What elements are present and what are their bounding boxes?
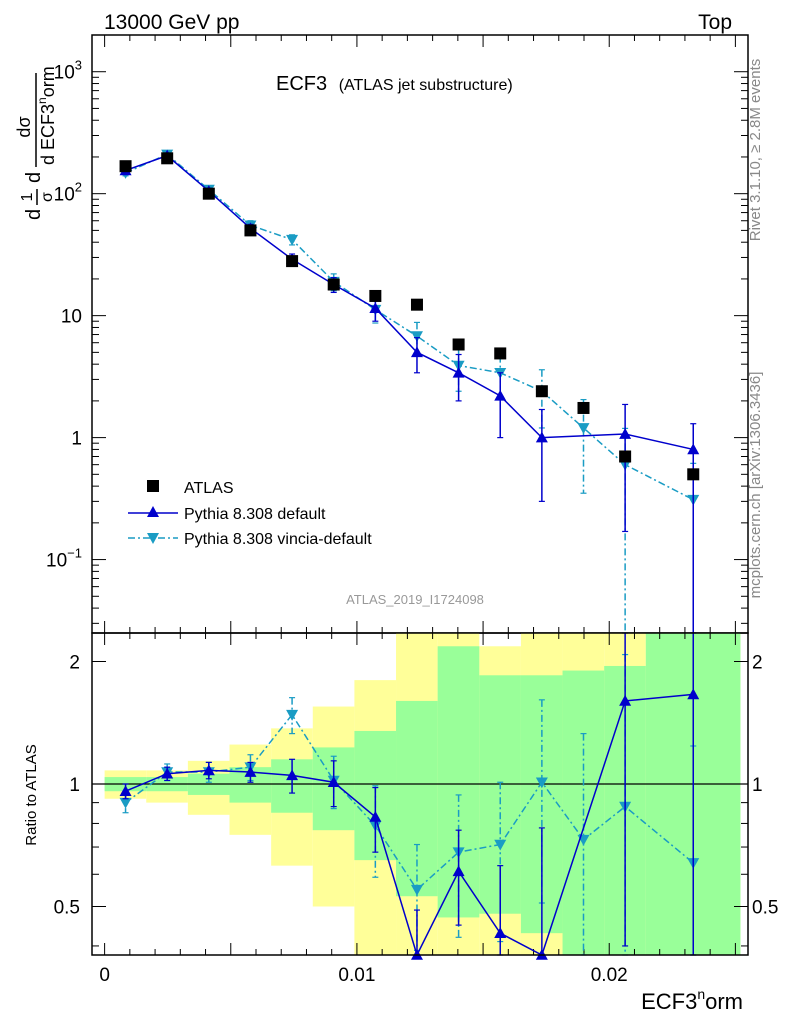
ratio-frame: [91, 632, 749, 956]
ylabel-d-prefix-2: d: [23, 172, 45, 183]
ratio-y-tick-label: 2: [69, 653, 80, 674]
vincia-main-marker: [286, 234, 299, 246]
ratio-y-tick-label: 1: [69, 775, 80, 796]
default-ratio-marker: [494, 927, 507, 938]
x-tick-label: 0: [99, 965, 110, 986]
legend-vincia-label: Pythia 8.308 vincia-default: [184, 531, 372, 548]
default-ratio-marker: [161, 767, 174, 779]
default-main-marker: [619, 428, 632, 439]
default-main-marker: [687, 443, 700, 455]
main-y-ticks: 10−1 1 10 102 103: [46, 34, 748, 624]
ratio-y-tick-label-right: 1: [752, 775, 763, 796]
atlas-point: [619, 450, 632, 463]
vincia-ratio-marker: [119, 797, 132, 809]
ylabel-d-prefix: d: [23, 209, 45, 220]
main-y-tick-label: 103: [54, 58, 82, 84]
atlas-point: [286, 255, 299, 268]
default-ratio-marker: [119, 785, 132, 797]
atlas-point: [369, 289, 382, 302]
chart-title-main: ECF3: [276, 73, 327, 95]
ratio-y-ticks: 0.5 0.5 1 1 2 2: [54, 653, 778, 947]
legend-atlas-marker: [147, 480, 159, 492]
default-ratio-marker: [244, 766, 257, 777]
atlas-point: [494, 347, 507, 360]
x-tick-label: 0.01: [338, 965, 375, 986]
atlas-point: [535, 385, 548, 398]
default-ratio-marker: [327, 776, 340, 788]
ratio-y-tick-label-right: 0.5: [752, 897, 778, 918]
default-main-line: [125, 154, 694, 451]
atlas-point: [410, 298, 423, 311]
atlas-point: [244, 224, 257, 237]
ylabel-frac1-den: σ: [39, 192, 56, 202]
rivet-version: Rivet 3.1.10, ≥ 2.8M events: [747, 59, 764, 242]
main-y-tick-label: 10−1: [46, 546, 82, 572]
default-main-marker: [452, 366, 465, 378]
ylabel-frac1-num: 1: [19, 192, 36, 201]
ratio-y-label: Ratio to ATLAS: [23, 744, 40, 845]
vincia-ratio-marker: [410, 884, 423, 896]
ratio-panel: 0 0.01 0.02 0.5 0.5 1 1 2 2: [54, 35, 778, 986]
ylabel-frac2-den: d ECF3norm: [35, 66, 58, 165]
legend-default-label: Pythia 8.308 default: [184, 506, 326, 523]
x-ticks: 0 0.01 0.02: [99, 35, 736, 986]
default-ratio-marker: [619, 694, 632, 706]
analysis-id: ATLAS_2019_I1724098: [346, 592, 484, 607]
atlas-point: [161, 152, 174, 165]
default-main-marker: [535, 431, 548, 443]
atlas-points: [119, 152, 700, 481]
legend: ATLAS Pythia 8.308 default Pythia 8.308 …: [128, 480, 372, 548]
atlas-point: [577, 401, 590, 414]
default-ratio-marker: [687, 688, 700, 700]
main-y-tick-label: 102: [54, 180, 82, 206]
default-main-marker: [494, 389, 507, 401]
default-ratio-marker: [286, 769, 299, 781]
vincia-ratio-marker: [494, 839, 507, 851]
vincia-main-marker: [410, 331, 423, 343]
atlas-point: [119, 160, 132, 173]
atlas-point: [687, 468, 700, 481]
default-main-marker: [410, 346, 423, 358]
chart-title-sub: (ATLAS jet substructure): [339, 77, 513, 94]
process-label: Top: [698, 11, 732, 34]
default-main-marker: [369, 302, 382, 314]
x-tick-label: 0.02: [591, 965, 628, 986]
main-y-tick-label: 1: [71, 429, 82, 450]
vincia-ratio-marker: [535, 777, 548, 789]
atlas-point: [452, 338, 465, 351]
ylabel-frac2-num: dσ: [14, 116, 34, 137]
main-y-tick-label: 10: [61, 307, 82, 328]
default-ratio-marker: [452, 865, 465, 877]
atlas-point: [202, 187, 215, 200]
default-ratio-marker: [202, 764, 215, 776]
default-ratio-marker: [369, 810, 382, 822]
vincia-main-marker: [577, 423, 590, 434]
main-y-label: d 1 σ d dσ d ECF3norm: [14, 66, 58, 220]
main-panel: 10−1 1 10 102 103: [46, 34, 749, 719]
beam-label: 13000 GeV pp: [104, 11, 239, 34]
chart-title: ECF3 (ATLAS jet substructure): [276, 73, 513, 95]
x-axis-label: ECF3norm: [641, 986, 743, 1014]
legend-vincia-marker: [147, 533, 159, 544]
atlas-point: [327, 278, 340, 291]
legend-default-marker: [147, 506, 159, 517]
legend-atlas-label: ATLAS: [184, 480, 234, 497]
ratio-y-tick-label: 0.5: [54, 897, 80, 918]
ratio-y-tick-label-right: 2: [752, 653, 763, 674]
vincia-ratio-marker: [286, 709, 299, 721]
vincia-main-line: [125, 153, 694, 501]
default-main: [119, 149, 700, 634]
mcplots-ref: mcplots.cern.ch [arXiv:1306.3436]: [747, 372, 764, 599]
